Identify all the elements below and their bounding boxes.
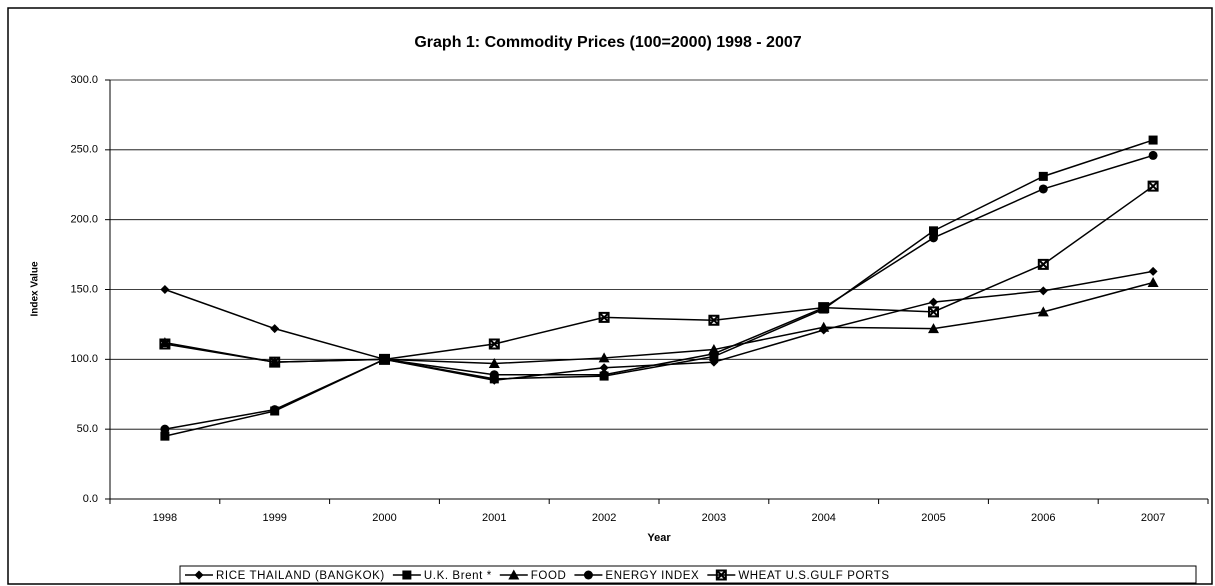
legend-marker — [583, 570, 593, 580]
marker — [1148, 266, 1158, 276]
legend-label: FOOD — [531, 570, 567, 582]
y-tick-label: 150.0 — [70, 283, 98, 295]
legend-label: ENERGY INDEX — [605, 570, 699, 582]
marker — [599, 370, 609, 380]
marker — [598, 311, 610, 323]
x-tick-label: 2005 — [921, 512, 945, 524]
marker — [818, 302, 830, 314]
legend-marker — [715, 569, 727, 581]
marker — [379, 353, 390, 365]
x-tick-label: 2000 — [372, 512, 396, 524]
x-axis-label: Year — [647, 532, 671, 544]
marker — [488, 338, 500, 350]
marker — [708, 314, 720, 326]
x-tick-label: 2006 — [1031, 512, 1055, 524]
x-tick-label: 2001 — [482, 512, 506, 524]
y-tick-label: 200.0 — [70, 214, 98, 226]
x-tick-label: 2002 — [592, 512, 616, 524]
marker — [1037, 258, 1049, 270]
marker — [1148, 135, 1158, 145]
legend-marker — [402, 570, 412, 580]
marker — [1148, 150, 1158, 160]
marker — [1147, 277, 1159, 288]
marker — [270, 405, 280, 415]
marker — [1147, 180, 1159, 192]
legend-marker — [194, 570, 204, 580]
marker — [1038, 286, 1048, 296]
legend-box — [179, 565, 1197, 584]
legend-marker — [508, 569, 520, 580]
y-axis-label: Index Value — [30, 261, 41, 316]
marker — [270, 324, 280, 334]
y-tick-label: 100.0 — [70, 353, 98, 365]
x-tick-label: 1998 — [153, 512, 177, 524]
x-tick-label: 2007 — [1141, 512, 1165, 524]
marker — [269, 356, 281, 368]
marker — [929, 233, 938, 243]
marker — [929, 297, 938, 307]
marker — [488, 358, 500, 369]
series-line — [164, 185, 1154, 363]
marker — [818, 321, 830, 332]
legend-label: RICE THAILAND (BANGKOK) — [216, 570, 385, 582]
chart-title: Graph 1: Commodity Prices (100=2000) 199… — [414, 34, 801, 51]
x-tick-label: 2004 — [811, 512, 835, 524]
marker — [1037, 306, 1049, 317]
marker — [598, 352, 610, 363]
y-tick-label: 50.0 — [77, 423, 98, 435]
marker — [159, 338, 171, 350]
marker — [160, 285, 170, 294]
y-tick-label: 0.0 — [83, 493, 98, 505]
marker — [160, 424, 170, 434]
legend-label: WHEAT U.S.GULF PORTS — [738, 570, 889, 582]
marker — [489, 370, 499, 380]
series-line — [164, 154, 1154, 430]
marker — [1038, 184, 1048, 194]
legend-label: U.K. Brent * — [424, 570, 492, 582]
marker — [928, 306, 939, 318]
marker — [1038, 171, 1048, 181]
y-tick-label: 250.0 — [70, 144, 98, 156]
y-tick-label: 300.0 — [70, 74, 98, 86]
marker — [599, 363, 609, 373]
x-tick-label: 2003 — [702, 512, 726, 524]
marker — [160, 431, 170, 441]
chart-border — [7, 7, 1213, 585]
marker — [709, 349, 719, 359]
marker — [929, 226, 938, 236]
marker — [928, 323, 939, 334]
x-tick-label: 1999 — [262, 512, 286, 524]
